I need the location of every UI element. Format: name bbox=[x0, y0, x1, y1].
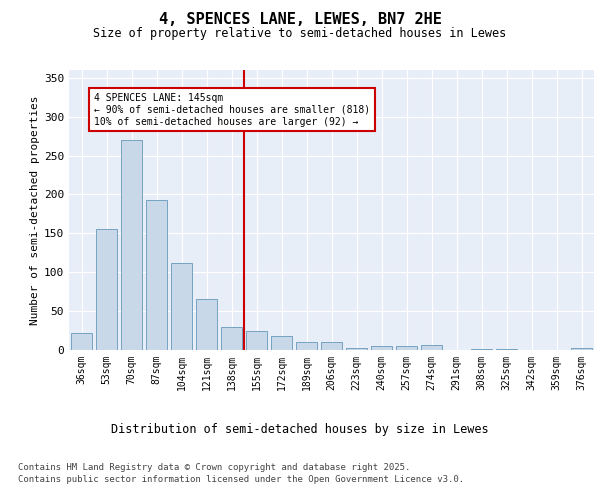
Bar bbox=[246, 332, 267, 350]
Bar bbox=[196, 298, 217, 350]
Bar bbox=[96, 230, 117, 350]
Text: Contains HM Land Registry data © Crown copyright and database right 2025.: Contains HM Land Registry data © Crown c… bbox=[18, 462, 410, 471]
Bar bbox=[71, 333, 92, 350]
Bar bbox=[396, 346, 417, 350]
Text: Distribution of semi-detached houses by size in Lewes: Distribution of semi-detached houses by … bbox=[111, 422, 489, 436]
Bar bbox=[171, 263, 192, 350]
Bar bbox=[496, 349, 517, 350]
Text: Contains public sector information licensed under the Open Government Licence v3: Contains public sector information licen… bbox=[18, 475, 464, 484]
Text: 4 SPENCES LANE: 145sqm
← 90% of semi-detached houses are smaller (818)
10% of se: 4 SPENCES LANE: 145sqm ← 90% of semi-det… bbox=[94, 94, 370, 126]
Text: 4, SPENCES LANE, LEWES, BN7 2HE: 4, SPENCES LANE, LEWES, BN7 2HE bbox=[158, 12, 442, 28]
Bar bbox=[346, 348, 367, 350]
Text: Size of property relative to semi-detached houses in Lewes: Size of property relative to semi-detach… bbox=[94, 28, 506, 40]
Bar bbox=[146, 200, 167, 350]
Bar bbox=[421, 346, 442, 350]
Bar bbox=[271, 336, 292, 350]
Bar bbox=[571, 348, 592, 350]
Y-axis label: Number of semi-detached properties: Number of semi-detached properties bbox=[30, 95, 40, 325]
Bar bbox=[371, 346, 392, 350]
Bar bbox=[321, 342, 342, 350]
Bar bbox=[296, 342, 317, 350]
Bar bbox=[121, 140, 142, 350]
Bar bbox=[221, 326, 242, 350]
Bar bbox=[471, 349, 492, 350]
